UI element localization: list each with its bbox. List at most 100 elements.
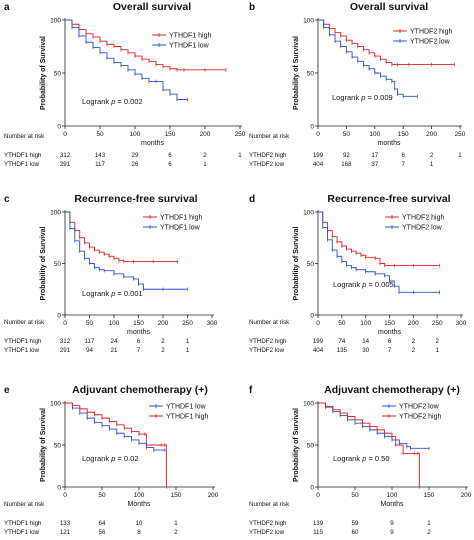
logrank-value: = 0.005 bbox=[366, 280, 393, 289]
logrank-annotation: Logrank p = 0.50 bbox=[333, 454, 390, 463]
logrank-annotation: Logrank p = 0.001 bbox=[82, 289, 143, 298]
panel-label: a bbox=[4, 2, 10, 13]
x-tick-label: 200 bbox=[158, 320, 169, 327]
x-tick-label: 50 bbox=[98, 492, 106, 499]
x-tick-label: 100 bbox=[134, 492, 145, 499]
logrank-annotation: Logrank p = 0.002 bbox=[82, 97, 143, 106]
y-tick-label: 100 bbox=[50, 400, 61, 407]
x-tick-label: 200 bbox=[426, 131, 437, 138]
risk-value: 92 bbox=[343, 152, 350, 159]
chart-title: Adjuvant chemotherapy (+) bbox=[72, 384, 208, 396]
risk-value: 59 bbox=[352, 520, 359, 527]
risk-row-label: YTHDF1 high bbox=[4, 152, 42, 159]
logrank-annotation: Logrank p = 0.02 bbox=[82, 454, 139, 463]
risk-value: 56 bbox=[99, 529, 106, 536]
x-tick-label: 0 bbox=[316, 131, 320, 138]
risk-value: 2 bbox=[435, 338, 439, 345]
risk-value: 117 bbox=[85, 338, 95, 345]
x-tick-label: 50 bbox=[96, 131, 104, 138]
logrank-value: = 0.001 bbox=[115, 289, 142, 298]
x-tick-label: 0 bbox=[63, 492, 67, 499]
y-tick-label: 50 bbox=[307, 70, 315, 77]
legend-label: YTHDF2 low bbox=[399, 404, 440, 411]
risk-row-label: YTHDF2 low bbox=[249, 347, 285, 354]
risk-value: 6 bbox=[168, 161, 172, 168]
risk-value: 10 bbox=[136, 520, 143, 527]
survival-curve-ythdf2-low bbox=[318, 211, 440, 293]
logrank-prefix: Logrank bbox=[82, 97, 111, 106]
risk-value: 2 bbox=[412, 347, 416, 354]
risk-header: Number at risk bbox=[249, 501, 290, 508]
y-axis-label: Probability of Survival bbox=[293, 408, 300, 482]
y-axis-label: Probability of Survival bbox=[293, 36, 300, 110]
risk-row-label: YTHDF2 low bbox=[249, 161, 285, 168]
risk-value: 6 bbox=[388, 338, 392, 345]
risk-value: 6 bbox=[137, 338, 141, 345]
risk-value: 404 bbox=[313, 347, 324, 354]
x-tick-label: 150 bbox=[133, 320, 144, 327]
risk-value: 9 bbox=[390, 529, 394, 536]
risk-row-label: YTHDF1 low bbox=[4, 347, 40, 354]
risk-value: 2 bbox=[430, 152, 434, 159]
legend-label: YTHDF2 low bbox=[402, 225, 443, 232]
x-tick-label: 200 bbox=[408, 320, 419, 327]
survival-curve-ythdf2-low bbox=[318, 19, 418, 97]
x-tick-label: 200 bbox=[200, 131, 211, 138]
y-tick-label: 0 bbox=[57, 123, 61, 130]
x-tick-label: 250 bbox=[235, 131, 246, 138]
risk-value: 21 bbox=[111, 347, 118, 354]
x-tick-label: 100 bbox=[387, 492, 398, 499]
risk-value: 9 bbox=[390, 520, 394, 527]
risk-row-label: YTHDF1 high bbox=[4, 520, 42, 527]
panel-label: c bbox=[4, 194, 10, 205]
legend-label: YTHDF1 low bbox=[169, 43, 210, 50]
risk-value: 199 bbox=[313, 152, 324, 159]
y-tick-label: 50 bbox=[54, 261, 62, 268]
risk-row-label: YTHDF2 high bbox=[249, 152, 287, 159]
logrank-prefix: Logrank bbox=[82, 289, 111, 298]
chart-title: Recurrence-free survival bbox=[74, 193, 197, 205]
risk-value: 1 bbox=[186, 347, 190, 354]
x-tick-label: 300 bbox=[456, 320, 467, 327]
survival-curve-ythdf1-low bbox=[65, 402, 165, 451]
logrank-prefix: Logrank bbox=[82, 454, 111, 463]
risk-value: 1 bbox=[427, 520, 431, 527]
x-tick-label: 200 bbox=[208, 492, 219, 499]
risk-value: 312 bbox=[60, 152, 71, 159]
risk-value: 312 bbox=[60, 338, 71, 345]
risk-value: 24 bbox=[111, 338, 118, 345]
risk-value: 135 bbox=[337, 347, 348, 354]
logrank-prefix: Logrank bbox=[332, 93, 361, 102]
risk-value: 7 bbox=[401, 161, 405, 168]
risk-value: 26 bbox=[132, 161, 139, 168]
risk-row-label: YTHDF1 high bbox=[4, 338, 42, 345]
x-tick-label: 0 bbox=[63, 320, 67, 327]
risk-value: 1 bbox=[430, 161, 434, 168]
x-tick-label: 50 bbox=[86, 320, 94, 327]
legend-label: YTHDF1 low bbox=[160, 225, 201, 232]
risk-value: 2 bbox=[427, 529, 431, 536]
logrank-p: p bbox=[110, 97, 115, 106]
legend-label: YTHDF2 high bbox=[402, 215, 445, 222]
logrank-value: = 0.002 bbox=[115, 97, 142, 106]
logrank-p: p bbox=[360, 93, 365, 102]
risk-value: 60 bbox=[352, 529, 359, 536]
risk-value: 143 bbox=[95, 152, 106, 159]
panel-label: e bbox=[4, 385, 10, 396]
x-tick-label: 50 bbox=[338, 320, 346, 327]
risk-value: 199 bbox=[313, 338, 324, 345]
x-axis-label: months bbox=[127, 329, 150, 336]
panel-b: b Overall survival 0 50 100 0 50 100 150 200 250 mo… bbox=[249, 1, 466, 168]
x-tick-label: 200 bbox=[461, 492, 472, 499]
risk-header: Number at risk bbox=[4, 319, 45, 326]
panel-label: f bbox=[249, 385, 253, 396]
y-tick-label: 50 bbox=[307, 261, 315, 268]
risk-value: 6 bbox=[401, 152, 405, 159]
x-tick-label: 100 bbox=[130, 131, 141, 138]
panel-c: c Recurrence-free survival 0 50 100 0 50 100 150… bbox=[4, 193, 218, 354]
risk-value: 139 bbox=[313, 520, 324, 527]
risk-header: Number at risk bbox=[249, 319, 290, 326]
risk-value: 121 bbox=[60, 529, 71, 536]
x-tick-label: 50 bbox=[343, 131, 351, 138]
x-axis-label: months bbox=[141, 140, 164, 147]
